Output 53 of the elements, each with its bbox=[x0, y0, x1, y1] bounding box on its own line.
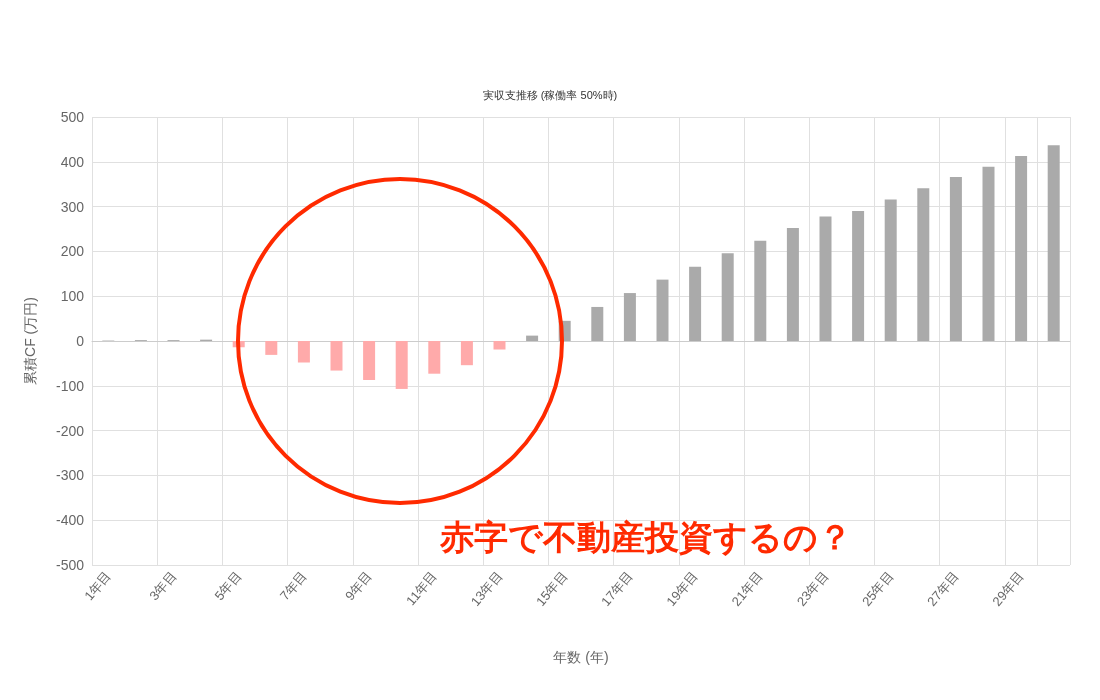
y-tick-label: -300 bbox=[55, 467, 85, 484]
bar bbox=[428, 341, 441, 374]
x-tick-label: 13年目 bbox=[467, 568, 506, 609]
y-tick-label: 100 bbox=[60, 288, 85, 305]
x-tick-label: 7年目 bbox=[276, 568, 310, 604]
bar bbox=[330, 341, 343, 371]
bar bbox=[1047, 145, 1060, 341]
x-tick-label: 3年目 bbox=[146, 568, 180, 604]
x-tick-label: 15年目 bbox=[532, 568, 571, 609]
y-tick-label: -400 bbox=[55, 512, 85, 529]
bar bbox=[721, 253, 734, 341]
bar bbox=[949, 177, 962, 341]
x-axis-title: 年数 (年) bbox=[553, 649, 609, 665]
bar bbox=[395, 341, 408, 389]
y-tick-label: -500 bbox=[55, 557, 85, 573]
y-tick-label: -100 bbox=[55, 377, 85, 394]
x-tick-label: 19年目 bbox=[663, 568, 701, 609]
x-tick-label: 17年目 bbox=[598, 568, 636, 609]
y-tick-label: 400 bbox=[60, 153, 85, 170]
y-tick-label: -200 bbox=[55, 422, 85, 439]
x-tick-label: 5年目 bbox=[211, 568, 245, 604]
bar bbox=[363, 341, 376, 380]
bar bbox=[623, 293, 636, 341]
x-tick-label: 9年目 bbox=[341, 568, 375, 604]
bar bbox=[297, 341, 310, 363]
x-tick-label: 29年目 bbox=[989, 568, 1027, 609]
y-tick-label: 0 bbox=[76, 333, 85, 349]
bar bbox=[493, 341, 506, 350]
bar bbox=[786, 228, 799, 341]
bar bbox=[591, 306, 604, 341]
annotation: 赤字で不動産投資するの？ bbox=[440, 516, 852, 559]
bar bbox=[884, 199, 897, 341]
y-tick-label: 500 bbox=[60, 109, 85, 125]
bar bbox=[265, 341, 278, 355]
y-tick-label: 300 bbox=[60, 198, 85, 215]
chart-title: 実収支推移 (稼働率 50%時) bbox=[482, 88, 618, 101]
bar bbox=[1015, 155, 1028, 341]
x-tick-label: 21年目 bbox=[728, 568, 767, 609]
bar bbox=[526, 335, 539, 341]
bar bbox=[754, 240, 767, 341]
x-tick-label: 11年目 bbox=[403, 568, 441, 609]
bar bbox=[917, 188, 930, 341]
y-axis-title: 累積CF (万円) bbox=[22, 297, 38, 385]
x-tick-label: 25年目 bbox=[858, 568, 897, 609]
x-tick-label: 23年目 bbox=[793, 568, 832, 609]
bar bbox=[460, 341, 473, 366]
bar bbox=[982, 166, 995, 341]
bar bbox=[689, 266, 702, 341]
y-tick-label: 200 bbox=[60, 243, 85, 260]
x-tick-label: 27年目 bbox=[924, 568, 962, 609]
bar bbox=[852, 211, 865, 341]
bar bbox=[656, 279, 669, 341]
bar bbox=[819, 216, 832, 341]
